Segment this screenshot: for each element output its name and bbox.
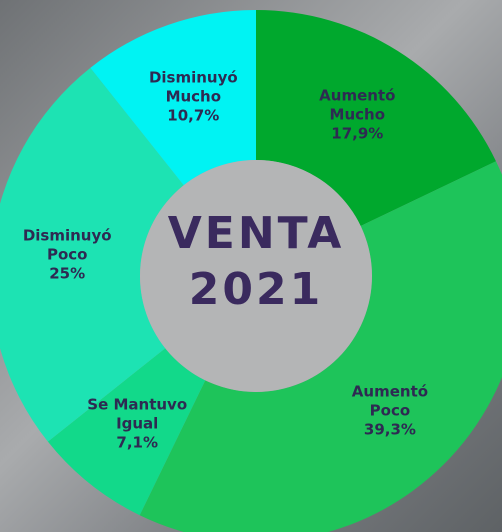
slice-label: Disminuyó Mucho 10,7% [133, 68, 253, 125]
value-label: 39,3% [363, 420, 416, 439]
donut-slice [47, 348, 206, 516]
slice-label: Aumentó Mucho 17,9% [297, 87, 417, 144]
category-label: Disminuyó Poco [22, 226, 112, 264]
value-label: 7,1% [116, 433, 158, 452]
donut-hole [140, 160, 372, 392]
donut-slice [256, 10, 496, 226]
donut-slice [90, 10, 257, 186]
slice-label: Se Mantuvo Igual 7,1% [77, 396, 197, 453]
category-label: Se Mantuvo Igual [87, 395, 188, 433]
value-label: 10,7% [167, 106, 220, 125]
value-label: 17,9% [331, 124, 384, 143]
slice-label: Aumentó Poco 39,3% [330, 382, 450, 439]
category-label: Aumentó Mucho [319, 86, 396, 124]
category-label: Aumentó Poco [351, 382, 429, 420]
donut-slice [139, 161, 502, 532]
category-label: Disminuyó Mucho [148, 68, 238, 106]
value-label: 25% [49, 264, 86, 283]
slice-label: Disminuyó Poco 25% [7, 226, 127, 283]
donut-slice [0, 67, 184, 442]
chart-title: VENTA 2021 [167, 208, 345, 315]
